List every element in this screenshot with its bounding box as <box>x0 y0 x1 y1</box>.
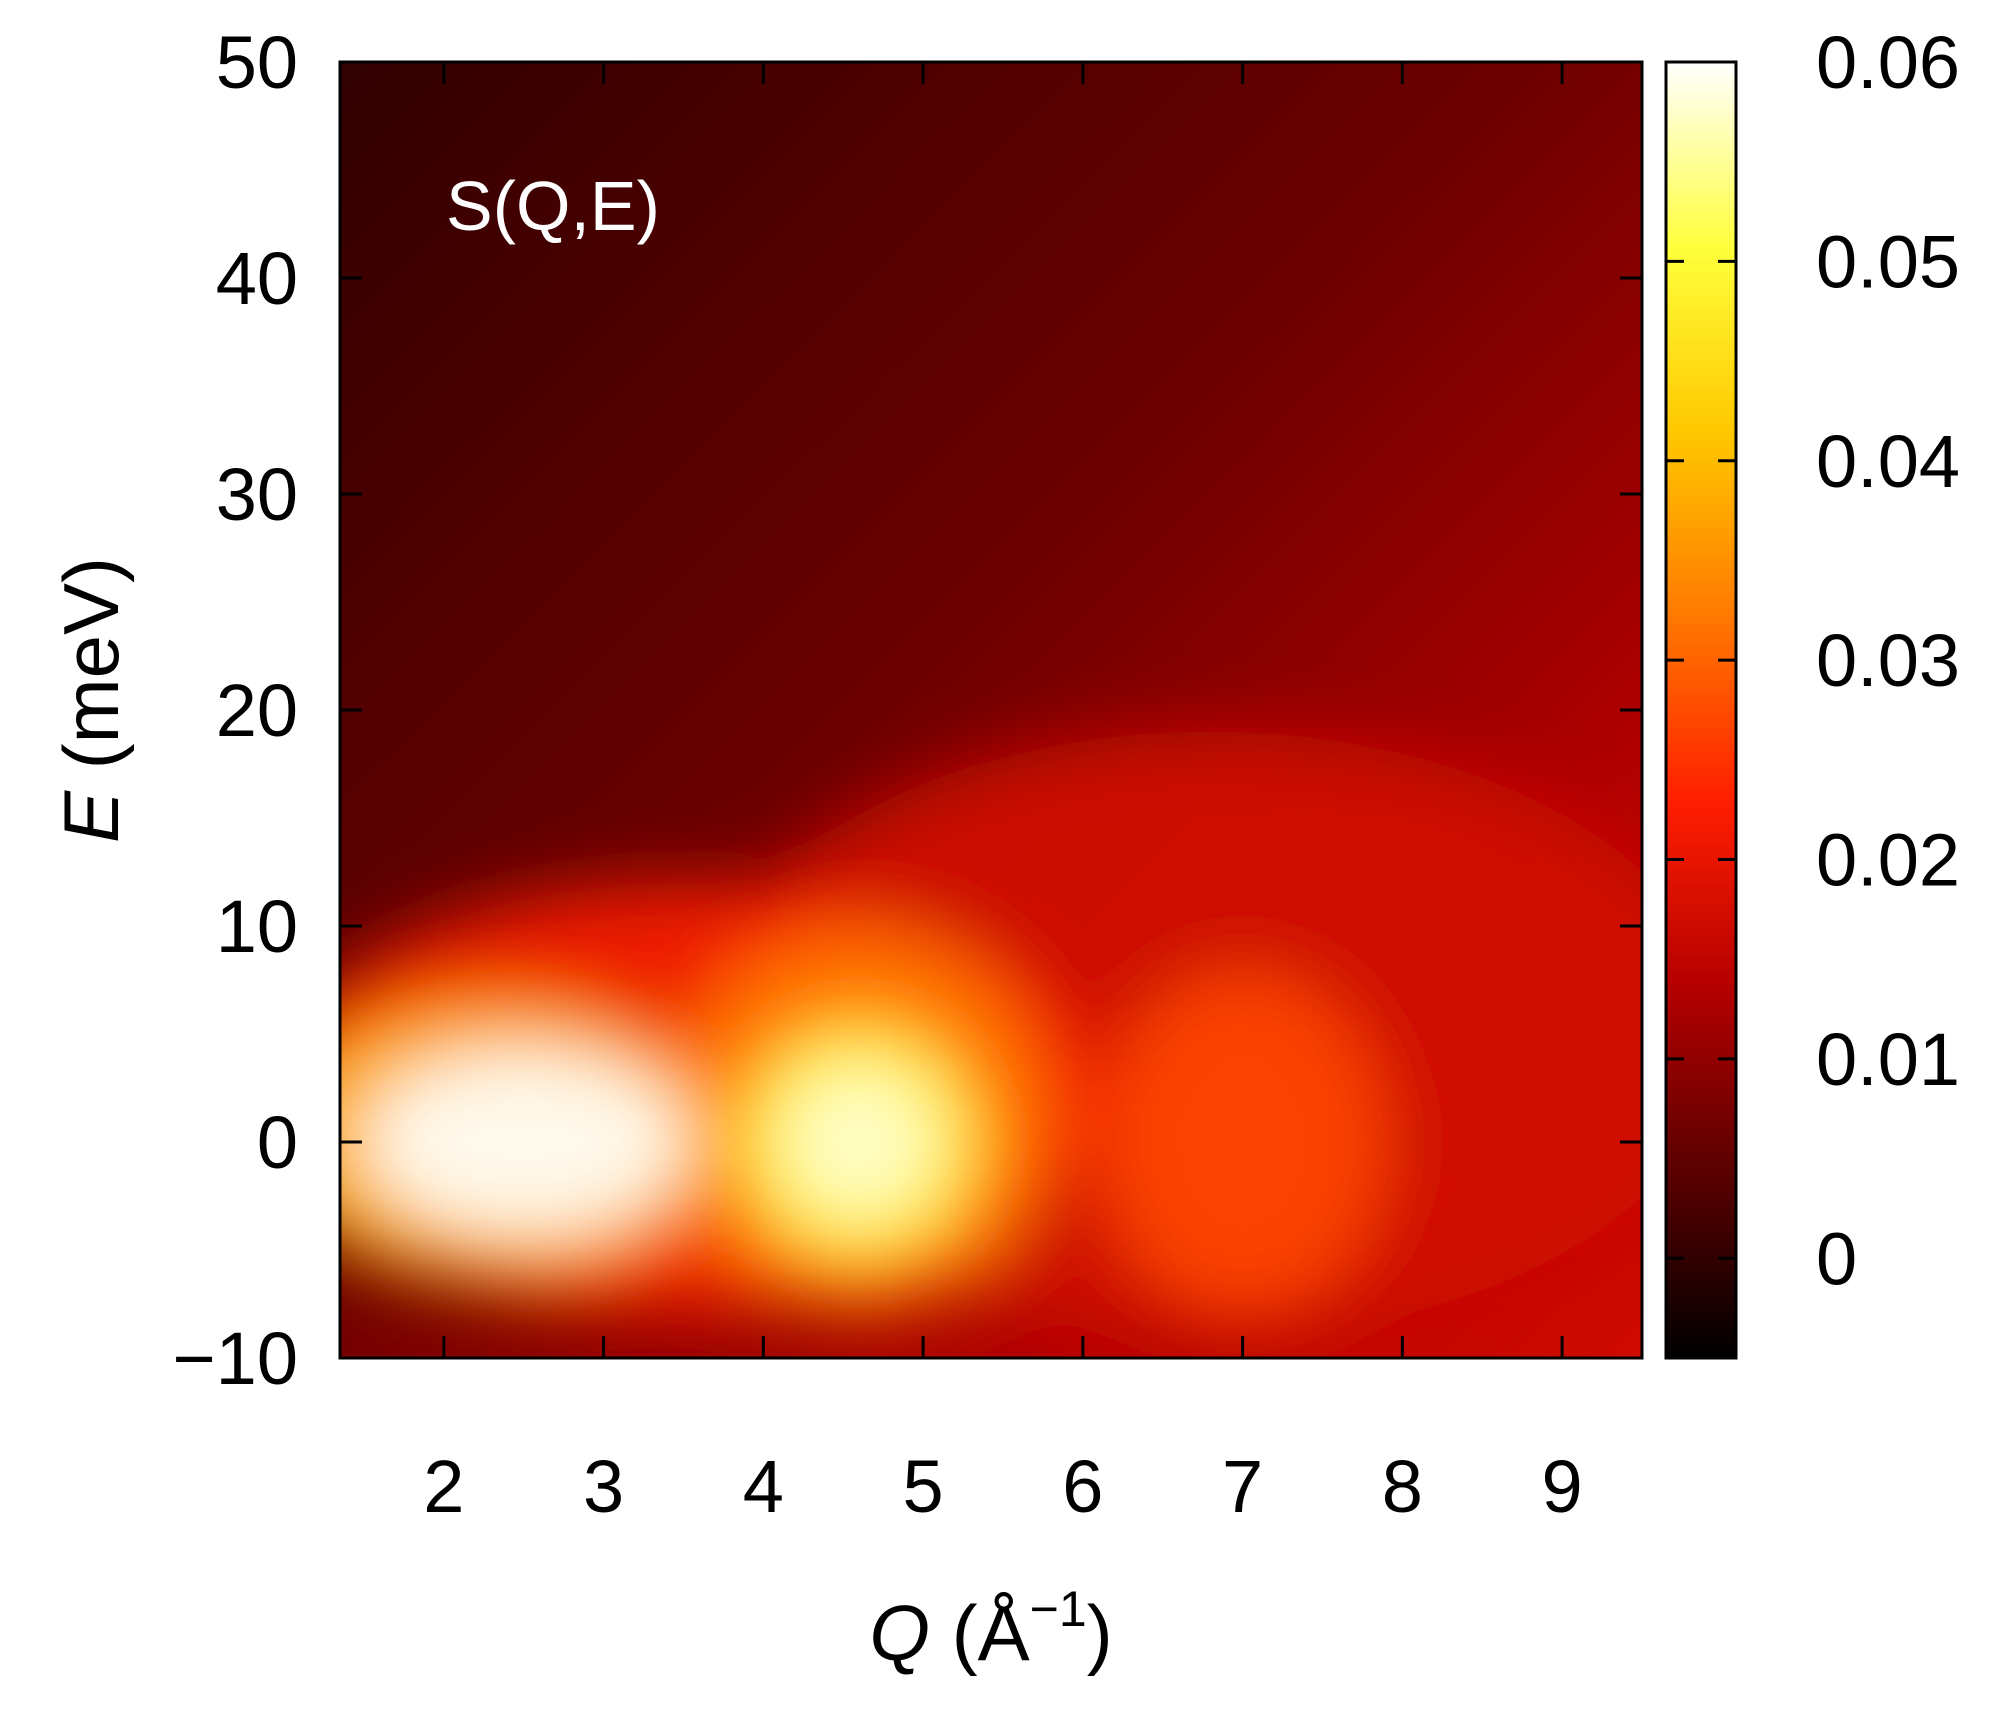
colorbar-frame <box>1664 60 1738 1360</box>
heat-blob <box>1098 969 1387 1315</box>
x-tick-label: 8 <box>1382 1445 1423 1528</box>
x-tick-label: 6 <box>1062 1445 1103 1528</box>
y-tick-label: 10 <box>216 885 298 968</box>
x-axis-unit-exponent: −1 <box>1030 1581 1087 1637</box>
colorbar-tick-label: 0.03 <box>1816 619 1960 702</box>
heatmap-intensity <box>340 731 1642 1337</box>
colorbar: 0 0.01 0.02 0.03 0.04 0.05 0.06 <box>1664 21 1960 1360</box>
y-tick-label: 0 <box>257 1101 298 1184</box>
y-axis-title: E (meV) <box>47 557 135 843</box>
x-tick-label: 5 <box>903 1445 944 1528</box>
x-axis-unit-close: ) <box>1087 1589 1113 1677</box>
x-tick-label: 3 <box>583 1445 624 1528</box>
y-tick-label: 20 <box>216 669 298 752</box>
colorbar-tick-label: 0 <box>1816 1217 1857 1300</box>
x-axis-unit-open: (Å <box>930 1589 1030 1677</box>
x-axis-symbol: Q <box>869 1589 930 1677</box>
x-tick-label: 2 <box>423 1445 464 1528</box>
colorbar-ticks: 0 0.01 0.02 0.03 0.04 0.05 0.06 <box>1666 21 1960 1300</box>
x-tick-label: 4 <box>743 1445 784 1528</box>
x-tick-label: 7 <box>1222 1445 1263 1528</box>
y-tick-label: −10 <box>172 1317 298 1400</box>
y-tick-label: 40 <box>216 237 298 320</box>
y-tick-label: 30 <box>216 453 298 536</box>
colorbar-tick-label: 0.06 <box>1816 21 1960 104</box>
colorbar-tick-label: 0.02 <box>1816 819 1960 902</box>
heat-blob <box>787 1072 932 1212</box>
x-axis: 2 3 4 5 6 7 8 9 <box>423 62 1583 1528</box>
colorbar-tick-label: 0.01 <box>1816 1018 1960 1101</box>
y-tick-label: 50 <box>216 21 298 104</box>
y-axis-symbol: E <box>47 790 135 843</box>
heat-blob <box>363 1051 684 1233</box>
y-axis-unit: (meV) <box>47 557 135 791</box>
x-axis-title: Q (Å−1) <box>869 1581 1112 1677</box>
colorbar-tick-label: 0.04 <box>1816 420 1960 503</box>
y-axis: −10 0 10 20 30 40 50 <box>172 21 1642 1400</box>
heatmap <box>340 62 1642 1358</box>
colorbar-tick-label: 0.05 <box>1816 220 1960 303</box>
x-tick-label: 9 <box>1542 1445 1583 1528</box>
annotation-label: S(Q,E) <box>446 167 660 245</box>
colorbar-gradient <box>1666 62 1736 1358</box>
